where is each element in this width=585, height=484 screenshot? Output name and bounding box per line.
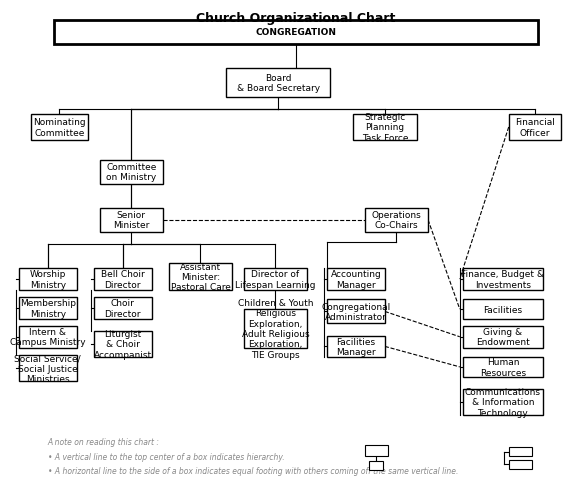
Text: Committee
on Ministry: Committee on Ministry <box>106 163 157 182</box>
FancyBboxPatch shape <box>19 355 77 381</box>
FancyBboxPatch shape <box>509 115 560 141</box>
Text: Financial
Officer: Financial Officer <box>515 118 555 137</box>
Text: Social Service/
Social Justice
Ministries: Social Service/ Social Justice Ministrie… <box>15 353 81 383</box>
Text: Board
& Board Secretary: Board & Board Secretary <box>237 74 320 93</box>
FancyBboxPatch shape <box>30 115 88 141</box>
Text: Human
Resources: Human Resources <box>480 358 526 377</box>
FancyBboxPatch shape <box>327 269 385 290</box>
Text: Communications
& Information
Technology: Communications & Information Technology <box>465 387 541 417</box>
FancyBboxPatch shape <box>54 21 538 45</box>
Text: Finance, Budget &
Investments: Finance, Budget & Investments <box>462 270 545 289</box>
Text: Church Organizational Chart: Church Organizational Chart <box>196 12 395 25</box>
Text: Children & Youth
Religious
Exploration,
Adult Religious
Exploration,
TIE Groups: Children & Youth Religious Exploration, … <box>238 298 313 359</box>
FancyBboxPatch shape <box>99 208 163 232</box>
FancyBboxPatch shape <box>463 358 543 377</box>
Text: Choir
Director: Choir Director <box>105 299 141 318</box>
Text: Worship
Ministry: Worship Ministry <box>30 270 66 289</box>
FancyBboxPatch shape <box>94 269 152 290</box>
Text: Nominating
Committee: Nominating Committee <box>33 118 85 137</box>
FancyBboxPatch shape <box>19 297 77 319</box>
Text: Facilities
Manager: Facilities Manager <box>336 337 376 356</box>
FancyBboxPatch shape <box>364 208 428 232</box>
FancyBboxPatch shape <box>169 264 232 290</box>
FancyBboxPatch shape <box>463 389 543 415</box>
Bar <box>369 461 383 469</box>
FancyBboxPatch shape <box>353 115 417 141</box>
Text: Facilities: Facilities <box>483 305 522 314</box>
Text: Giving &
Endowment: Giving & Endowment <box>476 327 530 347</box>
Text: • A horizontal line to the side of a box indicates equal footing with others com: • A horizontal line to the side of a box… <box>48 466 458 475</box>
FancyBboxPatch shape <box>94 331 152 358</box>
FancyBboxPatch shape <box>226 69 330 98</box>
Text: A note on reading this chart :: A note on reading this chart : <box>48 437 160 446</box>
FancyBboxPatch shape <box>244 269 307 290</box>
Text: Liturgist
& Choir
Accompanist: Liturgist & Choir Accompanist <box>94 330 152 359</box>
Text: • A vertical line to the top center of a box indicates hierarchy.: • A vertical line to the top center of a… <box>48 452 284 461</box>
FancyBboxPatch shape <box>463 269 543 290</box>
Text: CONGREGATION: CONGREGATION <box>255 28 336 37</box>
Text: Accounting
Manager: Accounting Manager <box>331 270 381 289</box>
FancyBboxPatch shape <box>463 300 543 319</box>
Bar <box>509 448 532 456</box>
FancyBboxPatch shape <box>327 300 385 324</box>
FancyBboxPatch shape <box>19 269 77 290</box>
Bar <box>364 446 388 456</box>
Text: Strategic
Planning
Task Force: Strategic Planning Task Force <box>362 113 408 143</box>
Text: Bell Choir
Director: Bell Choir Director <box>101 270 144 289</box>
FancyBboxPatch shape <box>19 326 77 348</box>
Text: Assistant
Minister:
Pastoral Care: Assistant Minister: Pastoral Care <box>171 262 230 292</box>
Text: Congregational
Administrator: Congregational Administrator <box>321 302 391 321</box>
Text: Senior
Minister: Senior Minister <box>113 211 150 230</box>
FancyBboxPatch shape <box>94 297 152 319</box>
Bar <box>509 460 532 469</box>
Text: Membership
Ministry: Membership Ministry <box>20 299 76 318</box>
FancyBboxPatch shape <box>244 309 307 348</box>
Text: Intern &
Campus Ministry: Intern & Campus Ministry <box>10 327 85 347</box>
FancyBboxPatch shape <box>327 336 385 358</box>
Text: Operations
Co-Chairs: Operations Co-Chairs <box>371 211 421 230</box>
FancyBboxPatch shape <box>463 326 543 348</box>
FancyBboxPatch shape <box>99 160 163 184</box>
Text: Director of
Lifespan Learning: Director of Lifespan Learning <box>235 270 316 289</box>
